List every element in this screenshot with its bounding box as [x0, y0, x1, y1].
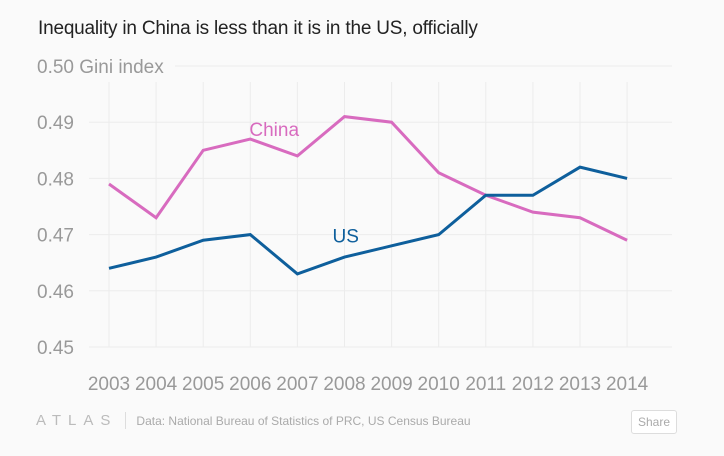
x-tick-label: 2007: [276, 374, 318, 395]
x-tick-label: 2008: [323, 374, 365, 395]
source-note: Data: National Bureau of Statistics of P…: [136, 413, 471, 428]
chart-title: Inequality in China is less than it is i…: [38, 18, 478, 39]
x-tick-label: 2010: [418, 374, 460, 395]
x-tick-label: 2005: [182, 374, 224, 395]
y-tick-label: 0.47: [37, 226, 74, 247]
share-button[interactable]: Share: [631, 410, 678, 434]
series-line-us: [108, 165, 628, 276]
x-tick-label: 2012: [512, 374, 554, 395]
series-label-china: China: [249, 120, 299, 141]
x-tick-label: 2004: [135, 374, 178, 395]
y-tick-label: 0.50 Gini index: [37, 57, 164, 78]
series-line-china: [108, 115, 628, 242]
x-tick-label: 2013: [559, 374, 601, 395]
y-tick-label: 0.49: [37, 113, 74, 134]
x-tick-label: 2014: [606, 374, 649, 395]
series-label-us: US: [333, 227, 359, 248]
y-tick-label: 0.45: [37, 338, 74, 359]
y-tick-label: 0.48: [37, 169, 74, 190]
atlas-logo: ATLAS: [36, 412, 127, 429]
x-tick-label: 2003: [88, 374, 130, 395]
y-tick-label: 0.46: [37, 282, 74, 303]
x-tick-label: 2009: [370, 374, 412, 395]
x-tick-label: 2011: [465, 374, 506, 395]
x-tick-label: 2006: [229, 374, 271, 395]
footer: ATLAS Data: National Bureau of Statistic…: [36, 412, 471, 429]
